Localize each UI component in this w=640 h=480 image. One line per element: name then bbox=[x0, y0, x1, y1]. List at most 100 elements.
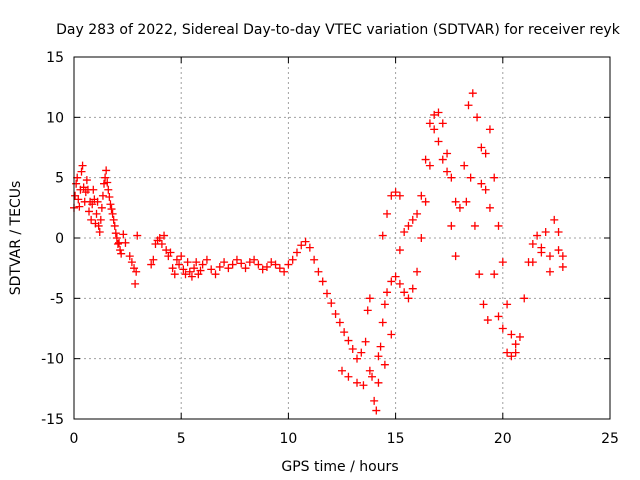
data-point bbox=[395, 191, 404, 200]
data-point bbox=[378, 318, 387, 327]
data-point bbox=[353, 378, 362, 387]
data-point bbox=[503, 348, 512, 357]
data-point bbox=[130, 264, 139, 273]
data-point bbox=[387, 277, 396, 286]
data-point bbox=[383, 288, 392, 297]
data-point bbox=[93, 197, 102, 206]
data-point bbox=[550, 215, 559, 224]
data-point bbox=[447, 173, 456, 182]
data-point bbox=[380, 360, 389, 369]
data-point bbox=[190, 264, 199, 273]
data-point bbox=[395, 279, 404, 288]
data-point bbox=[267, 258, 276, 267]
data-point bbox=[451, 197, 460, 206]
data-point bbox=[125, 252, 134, 261]
data-point bbox=[438, 155, 447, 164]
data-point bbox=[520, 294, 529, 303]
data-point bbox=[185, 267, 194, 276]
data-point bbox=[380, 300, 389, 309]
data-point bbox=[443, 149, 452, 158]
data-point bbox=[368, 372, 377, 381]
data-point bbox=[297, 241, 306, 250]
data-point bbox=[485, 203, 494, 212]
data-point bbox=[305, 243, 314, 252]
data-point bbox=[466, 173, 475, 182]
data-point bbox=[434, 108, 443, 117]
data-point bbox=[404, 221, 413, 230]
data-point bbox=[490, 270, 499, 279]
data-point bbox=[365, 294, 374, 303]
y-tick-label: -15 bbox=[41, 412, 64, 428]
data-point bbox=[554, 227, 563, 236]
data-point bbox=[310, 255, 319, 264]
data-point bbox=[250, 255, 259, 264]
data-point bbox=[378, 231, 387, 240]
y-tick-label: -10 bbox=[41, 352, 64, 368]
data-point bbox=[335, 318, 344, 327]
x-tick-label: 20 bbox=[494, 431, 512, 447]
data-point bbox=[241, 264, 250, 273]
data-point bbox=[475, 270, 484, 279]
data-point bbox=[101, 173, 110, 182]
data-point bbox=[479, 300, 488, 309]
plot-frame bbox=[73, 56, 611, 420]
data-point bbox=[477, 143, 486, 152]
data-point bbox=[322, 289, 331, 298]
data-point bbox=[558, 252, 567, 261]
y-tick-label: 15 bbox=[46, 50, 64, 66]
x-axis-label: GPS time / hours bbox=[281, 459, 398, 475]
data-point bbox=[78, 161, 87, 170]
data-point bbox=[473, 113, 482, 122]
data-point bbox=[507, 330, 516, 339]
y-axis-label: SDTVAR / TECUs bbox=[8, 181, 24, 296]
data-point bbox=[400, 227, 409, 236]
data-point bbox=[220, 258, 229, 267]
data-point bbox=[391, 188, 400, 197]
data-point bbox=[237, 259, 246, 268]
x-tick-label: 10 bbox=[279, 431, 297, 447]
data-point bbox=[77, 167, 86, 176]
data-point bbox=[365, 366, 374, 375]
data-point bbox=[498, 258, 507, 267]
data-point bbox=[79, 183, 88, 192]
grid-lines bbox=[74, 57, 610, 419]
chart-title: Day 283 of 2022, Sidereal Day-to-day VTE… bbox=[56, 22, 621, 38]
data-point bbox=[215, 262, 224, 271]
data-point bbox=[331, 310, 340, 319]
data-point bbox=[430, 125, 439, 134]
data-point bbox=[425, 119, 434, 128]
data-point bbox=[400, 288, 409, 297]
data-point bbox=[438, 119, 447, 128]
data-point bbox=[301, 237, 310, 246]
data-point bbox=[387, 330, 396, 339]
data-point bbox=[372, 406, 381, 415]
axis-ticks: 0 5 10 15 20 25 -15 -10 -5 0 5 10 15 bbox=[41, 50, 619, 447]
data-point bbox=[198, 260, 207, 269]
data-point bbox=[179, 265, 188, 274]
data-point bbox=[112, 234, 121, 242]
data-point bbox=[376, 342, 385, 351]
data-point bbox=[117, 249, 126, 258]
data-point bbox=[361, 337, 370, 346]
data-point bbox=[284, 260, 293, 269]
data-point bbox=[353, 354, 362, 363]
data-point bbox=[490, 173, 499, 182]
data-point bbox=[147, 260, 156, 269]
data-point bbox=[413, 267, 422, 276]
data-point bbox=[207, 265, 216, 274]
data-point bbox=[485, 125, 494, 134]
data-point bbox=[119, 230, 128, 239]
data-points bbox=[70, 89, 567, 415]
data-point bbox=[127, 258, 136, 267]
data-point bbox=[413, 209, 422, 218]
data-point bbox=[434, 137, 443, 146]
data-point bbox=[537, 248, 546, 257]
data-point bbox=[515, 332, 524, 341]
data-point bbox=[545, 267, 554, 276]
data-point bbox=[477, 179, 486, 188]
data-point bbox=[183, 258, 192, 267]
data-point bbox=[314, 267, 323, 276]
y-tick-label: 5 bbox=[55, 171, 64, 187]
data-point bbox=[395, 246, 404, 255]
data-point bbox=[387, 191, 396, 200]
